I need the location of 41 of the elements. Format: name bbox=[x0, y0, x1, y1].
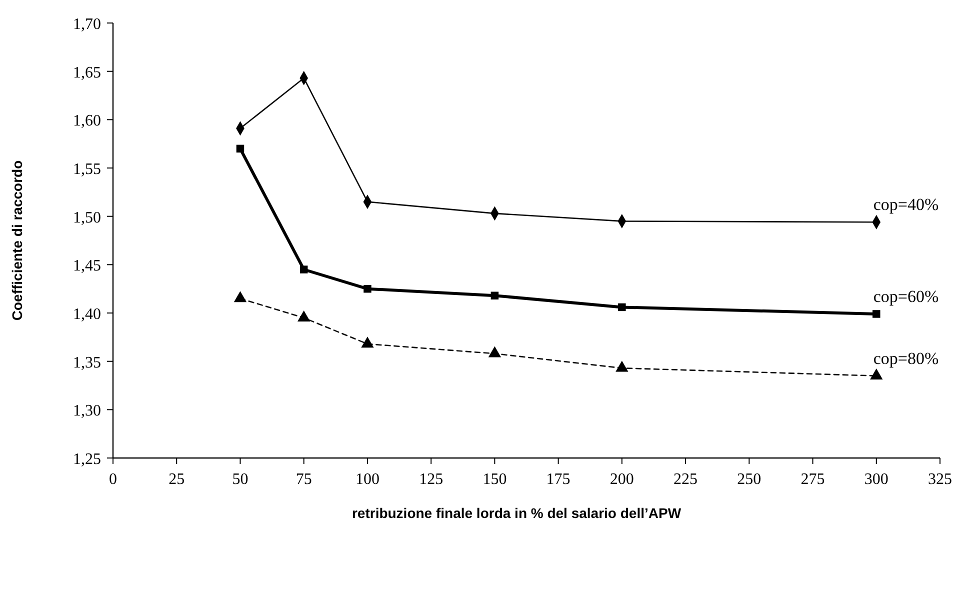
y-tick-label: 1,45 bbox=[73, 258, 101, 275]
y-tick-label: 1,65 bbox=[73, 64, 101, 82]
y-tick-label: 1,30 bbox=[73, 402, 101, 420]
x-tick-label: 225 bbox=[674, 471, 698, 488]
y-tick-label: 1,35 bbox=[73, 354, 101, 372]
point bbox=[870, 368, 883, 380]
x-tick-label: 150 bbox=[482, 471, 507, 488]
series-label: cop=40% bbox=[873, 195, 939, 214]
x-tick-label: 0 bbox=[109, 471, 117, 488]
point bbox=[234, 291, 247, 302]
x-tick-label: 300 bbox=[864, 471, 888, 488]
y-tick-label: 1,60 bbox=[73, 112, 101, 130]
point bbox=[618, 303, 626, 312]
point bbox=[361, 336, 374, 348]
y-tick-label: 1,25 bbox=[73, 451, 101, 468]
point bbox=[490, 292, 499, 300]
x-tick-label: 100 bbox=[355, 471, 380, 488]
series-label: cop=60% bbox=[873, 286, 939, 306]
point bbox=[872, 310, 880, 318]
x-tick-label: 250 bbox=[737, 471, 762, 488]
series-label: cop=80% bbox=[873, 348, 939, 368]
y-tick-label: 1,50 bbox=[73, 209, 101, 226]
y-tick-label: 1,55 bbox=[73, 161, 101, 178]
point bbox=[300, 266, 308, 274]
point bbox=[297, 310, 310, 322]
point bbox=[488, 346, 502, 358]
x-axis-title: retribuzione finale lorda in % del salario dell’APW bbox=[352, 505, 682, 521]
y-tick-label: 1,70 bbox=[73, 16, 101, 33]
x-tick-label: 50 bbox=[232, 471, 248, 488]
point bbox=[236, 144, 244, 153]
y-axis-title: Coefficiente di raccordo bbox=[9, 160, 25, 321]
x-tick-label: 175 bbox=[546, 471, 570, 488]
point bbox=[616, 360, 628, 372]
x-tick-label: 275 bbox=[800, 471, 825, 488]
x-tick-label: 25 bbox=[168, 471, 185, 488]
x-tick-label: 200 bbox=[610, 471, 634, 488]
x-tick-label: 125 bbox=[419, 471, 444, 488]
y-tick-label: 1,40 bbox=[73, 306, 101, 323]
point bbox=[364, 284, 372, 293]
x-tick-label: 75 bbox=[296, 471, 312, 488]
x-tick-label: 325 bbox=[928, 471, 952, 488]
